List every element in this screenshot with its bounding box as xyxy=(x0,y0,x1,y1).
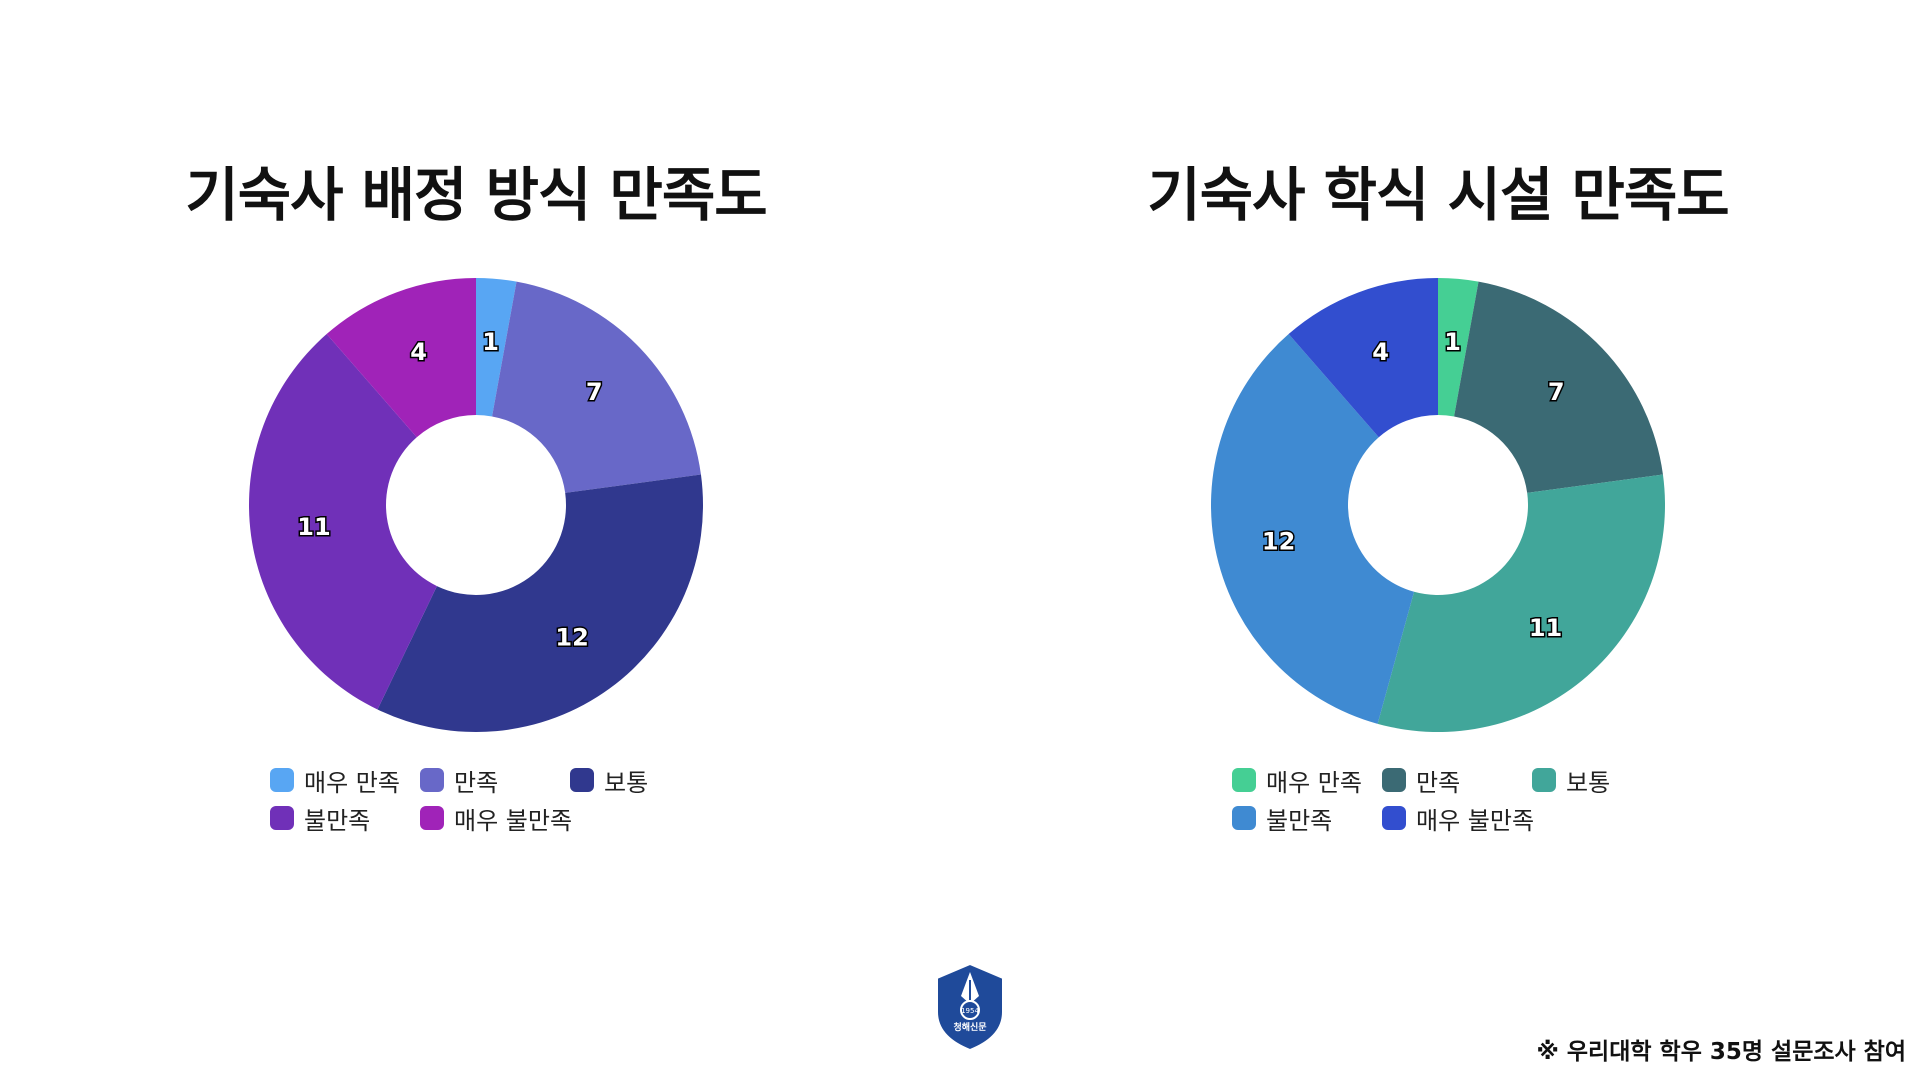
legend-item: 매우 만족 xyxy=(1232,765,1382,797)
legend-item: 만족 xyxy=(420,765,570,797)
legend-label: 불만족 xyxy=(1266,806,1333,835)
legend-label: 매우 만족 xyxy=(1266,768,1362,797)
slice-value-label: 7 xyxy=(1548,378,1565,406)
legend-swatch xyxy=(1382,768,1406,792)
legend-label: 불만족 xyxy=(304,806,371,835)
legend-label: 매우 만족 xyxy=(304,768,400,797)
emblem-seal xyxy=(960,1000,980,1020)
legend-item: 만족 xyxy=(1382,765,1532,797)
slice-value-label: 1 xyxy=(482,328,499,356)
donut-slice xyxy=(377,474,703,732)
donut-slice xyxy=(1454,281,1663,493)
donut-chart-dorm-cafeteria: 1 7 11 12 4 xyxy=(1211,278,1665,732)
legend-swatch xyxy=(420,806,444,830)
legend-label: 보통 xyxy=(604,768,649,797)
donut-slice xyxy=(1438,278,1479,417)
slice-value-label: 12 xyxy=(1262,527,1295,555)
survey-footnote: ※ 우리대학 학우 35명 설문조사 참여 xyxy=(1536,1039,1906,1065)
slice-value-label: 1 xyxy=(1444,328,1461,356)
legend-swatch xyxy=(420,768,444,792)
legend-label: 보통 xyxy=(1566,768,1611,797)
slice-value-label: 12 xyxy=(555,623,588,651)
legend-item: 매우 만족 xyxy=(270,765,420,797)
legend-label: 만족 xyxy=(1416,768,1461,797)
university-shield-emblem-icon: 1954 청해신문 xyxy=(936,962,1004,1052)
chart-title-dorm-assignment: 기숙사 배정 방식 만족도 xyxy=(185,161,767,229)
slice-value-label: 11 xyxy=(297,513,330,541)
chart-title-dorm-cafeteria: 기숙사 학식 시설 만족도 xyxy=(1147,161,1729,229)
legend-item: 불만족 xyxy=(1232,803,1382,835)
slice-value-label: 11 xyxy=(1529,614,1562,642)
legend-label: 매우 불만족 xyxy=(1416,806,1535,835)
emblem-year-text: 1954 xyxy=(961,1007,979,1015)
donut-slice xyxy=(492,281,701,493)
legend-swatch xyxy=(570,768,594,792)
slice-value-label: 4 xyxy=(410,338,427,366)
slice-value-label: 4 xyxy=(1372,338,1389,366)
legend-label: 만족 xyxy=(454,768,499,797)
legend-item: 보통 xyxy=(570,765,690,797)
donut-slice xyxy=(326,278,476,438)
legend-swatch xyxy=(1232,768,1256,792)
emblem-name-text: 청해신문 xyxy=(953,1021,986,1033)
legend-swatch xyxy=(1532,768,1556,792)
legend-swatch xyxy=(1232,806,1256,830)
donut-chart-dorm-assignment: 1 7 12 11 4 xyxy=(249,278,703,732)
donut-slice xyxy=(1377,474,1665,732)
legend-label: 매우 불만족 xyxy=(454,806,573,835)
legend-item: 매우 불만족 xyxy=(1382,803,1535,835)
donut-slice xyxy=(249,334,437,710)
donut-slice xyxy=(1288,278,1438,438)
legend-swatch xyxy=(270,806,294,830)
donut-slice xyxy=(476,278,517,417)
slice-value-label: 7 xyxy=(586,378,603,406)
legend-item: 보통 xyxy=(1532,765,1652,797)
legend-item: 매우 불만족 xyxy=(420,803,573,835)
donut-slice xyxy=(1211,334,1415,724)
legend-swatch xyxy=(1382,806,1406,830)
legend-swatch xyxy=(270,768,294,792)
legend-item: 불만족 xyxy=(270,803,420,835)
